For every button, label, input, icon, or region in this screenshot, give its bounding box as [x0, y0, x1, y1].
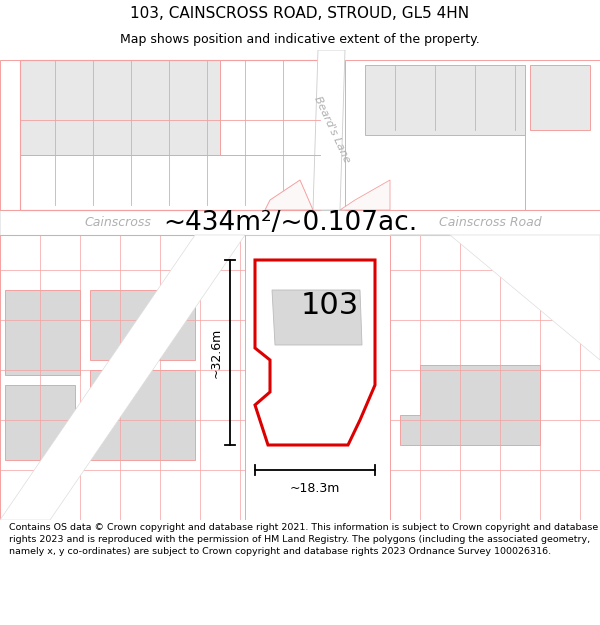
- Polygon shape: [340, 180, 390, 210]
- Polygon shape: [313, 50, 345, 210]
- Text: Beard's Lane: Beard's Lane: [312, 95, 352, 165]
- Text: 103: 103: [301, 291, 359, 319]
- Text: 103, CAINSCROSS ROAD, STROUD, GL5 4HN: 103, CAINSCROSS ROAD, STROUD, GL5 4HN: [130, 6, 470, 21]
- Polygon shape: [265, 180, 313, 210]
- Text: Cainscross Road: Cainscross Road: [439, 216, 541, 229]
- Polygon shape: [0, 235, 245, 520]
- Polygon shape: [365, 65, 525, 135]
- Text: ~18.3m: ~18.3m: [290, 481, 340, 494]
- Polygon shape: [90, 370, 195, 460]
- Text: Map shows position and indicative extent of the property.: Map shows position and indicative extent…: [120, 32, 480, 46]
- Polygon shape: [20, 60, 220, 155]
- Polygon shape: [530, 65, 590, 130]
- Polygon shape: [272, 290, 362, 345]
- Polygon shape: [90, 290, 195, 360]
- Polygon shape: [255, 260, 375, 445]
- Polygon shape: [5, 290, 80, 375]
- Text: Contains OS data © Crown copyright and database right 2021. This information is : Contains OS data © Crown copyright and d…: [9, 523, 598, 556]
- Text: Cainscross: Cainscross: [85, 216, 151, 229]
- Text: ~434m²/~0.107ac.: ~434m²/~0.107ac.: [163, 210, 417, 236]
- Polygon shape: [0, 210, 600, 235]
- Polygon shape: [5, 385, 75, 460]
- Polygon shape: [390, 235, 600, 360]
- Polygon shape: [400, 365, 540, 445]
- Text: ~32.6m: ~32.6m: [209, 328, 223, 378]
